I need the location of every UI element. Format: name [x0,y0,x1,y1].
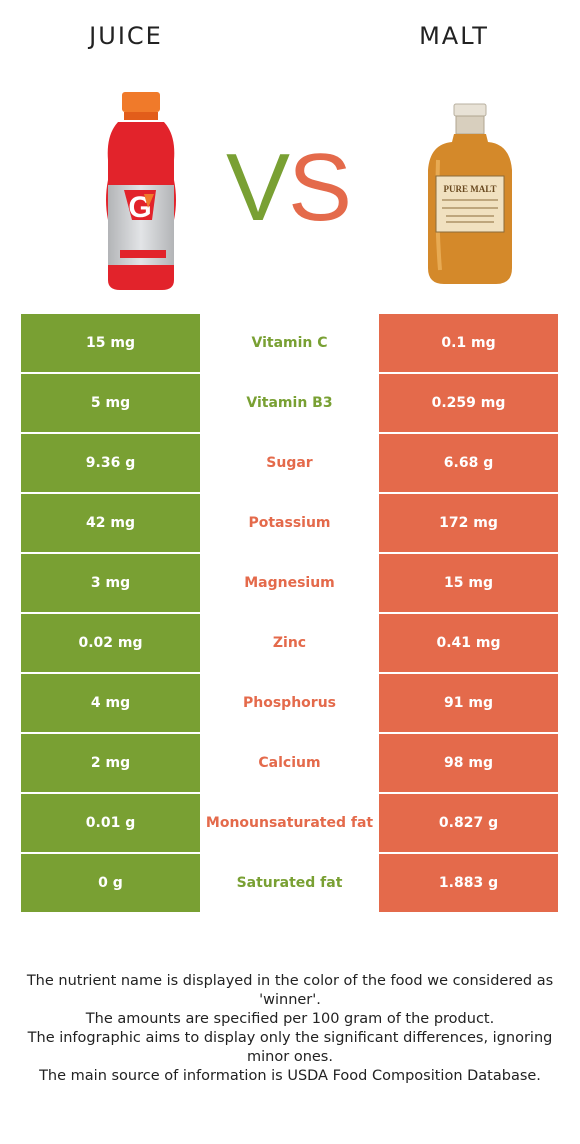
malt-amount: 0.1 mg [379,314,558,374]
footer-line-2: The amounts are specified per 100 gram o… [85,1011,495,1027]
juice-amount: 3 mg [21,553,200,614]
malt-amount: 98 mg [379,733,558,794]
vs-s-letter: S [288,140,352,230]
table-row: 42 mg Potassium 172 mg [21,493,558,554]
malt-amount: 172 mg [379,493,558,554]
malt-amount: 6.68 g [379,433,558,494]
nutrient-name: Vitamin B3 [200,373,379,434]
malt-amount: 1.883 g [379,853,558,914]
footer-line-1: The nutrient name is displayed in the co… [26,973,554,1008]
nutrient-name: Phosphorus [200,673,379,734]
table-row: 9.36 g Sugar 6.68 g [21,433,558,494]
right-food-title: MALT [419,22,489,50]
nutrient-comparison-table: 15 mg Vitamin C 0.1 mg 5 mg Vitamin B3 0.259 … [21,314,558,914]
nutrient-name: Potassium [200,493,379,554]
juice-amount: 0.02 mg [21,613,200,674]
footer-line-4: The main source of information is USDA F… [39,1068,541,1084]
table-row: 5 mg Vitamin B3 0.259 mg [21,373,558,434]
nutrient-name: Calcium [200,733,379,794]
table-row: 15 mg Vitamin C 0.1 mg [21,314,558,374]
table-row: 4 mg Phosphorus 91 mg [21,673,558,734]
juice-amount: 9.36 g [21,433,200,494]
vs-label: V S [226,140,352,230]
malt-amount: 0.41 mg [379,613,558,674]
nutrient-name: Monounsaturated fat [200,793,379,854]
vs-v-letter: V [226,140,290,230]
sports-drink-bottle-image: G [96,90,186,295]
malt-amount: 0.827 g [379,793,558,854]
table-row: 2 mg Calcium 98 mg [21,733,558,794]
footer-line-3: The infographic aims to display only the… [27,1030,553,1065]
juice-amount: 42 mg [21,493,200,554]
table-row: 3 mg Magnesium 15 mg [21,553,558,614]
whisky-bottle-image: PURE MALT [424,100,516,290]
nutrient-name: Magnesium [200,553,379,614]
nutrient-name: Saturated fat [200,853,379,914]
juice-amount: 0.01 g [21,793,200,854]
nutrient-name: Sugar [200,433,379,494]
footer-notes: The nutrient name is displayed in the co… [12,972,568,1086]
left-food-title: JUICE [89,22,163,50]
juice-amount: 5 mg [21,373,200,434]
juice-amount: 4 mg [21,673,200,734]
table-row: 0.01 g Monounsaturated fat 0.827 g [21,793,558,854]
pure-malt-label-text: PURE MALT [444,184,497,194]
malt-amount: 91 mg [379,673,558,734]
malt-amount: 15 mg [379,553,558,614]
nutrient-name: Zinc [200,613,379,674]
nutrient-name: Vitamin C [200,314,379,374]
juice-amount: 15 mg [21,314,200,374]
juice-amount: 2 mg [21,733,200,794]
juice-amount: 0 g [21,853,200,914]
table-row: 0.02 mg Zinc 0.41 mg [21,613,558,674]
malt-amount: 0.259 mg [379,373,558,434]
table-row: 0 g Saturated fat 1.883 g [21,853,558,914]
